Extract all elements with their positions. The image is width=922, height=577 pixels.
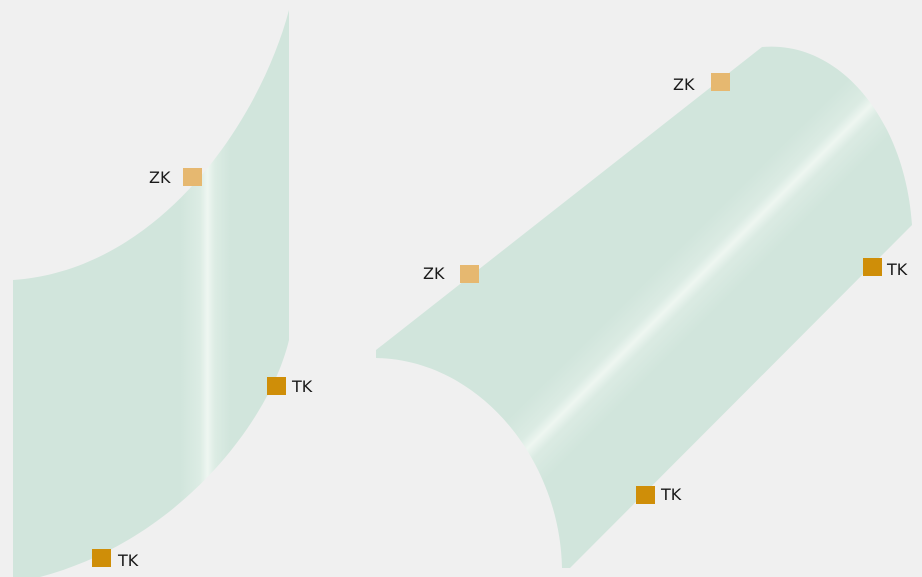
marker-label: TK xyxy=(886,260,908,279)
marker-square xyxy=(92,549,111,567)
left-curved-surface xyxy=(13,10,289,577)
marker-tk: TK xyxy=(92,549,139,570)
marker-square xyxy=(863,258,882,276)
marker-square xyxy=(636,486,655,504)
marker-square xyxy=(711,73,730,91)
marker-tk: TK xyxy=(636,485,682,504)
marker-square xyxy=(460,265,479,283)
marker-zk: ZK xyxy=(423,264,479,283)
marker-label: TK xyxy=(291,377,313,396)
marker-label: TK xyxy=(660,485,682,504)
marker-label: ZK xyxy=(423,264,445,283)
marker-zk: ZK xyxy=(673,73,730,94)
marker-tk: TK xyxy=(863,258,908,279)
marker-tk: TK xyxy=(267,377,313,396)
marker-square xyxy=(183,168,202,186)
marker-square xyxy=(267,377,286,395)
marker-label: ZK xyxy=(673,75,695,94)
right-half-cylinder-surface xyxy=(376,46,912,568)
marker-label: TK xyxy=(117,551,139,570)
right-markers: ZK ZK TK TK xyxy=(423,73,908,504)
marker-zk: ZK xyxy=(149,168,202,187)
marker-label: ZK xyxy=(149,168,171,187)
left-markers: ZK TK TK xyxy=(92,168,313,570)
